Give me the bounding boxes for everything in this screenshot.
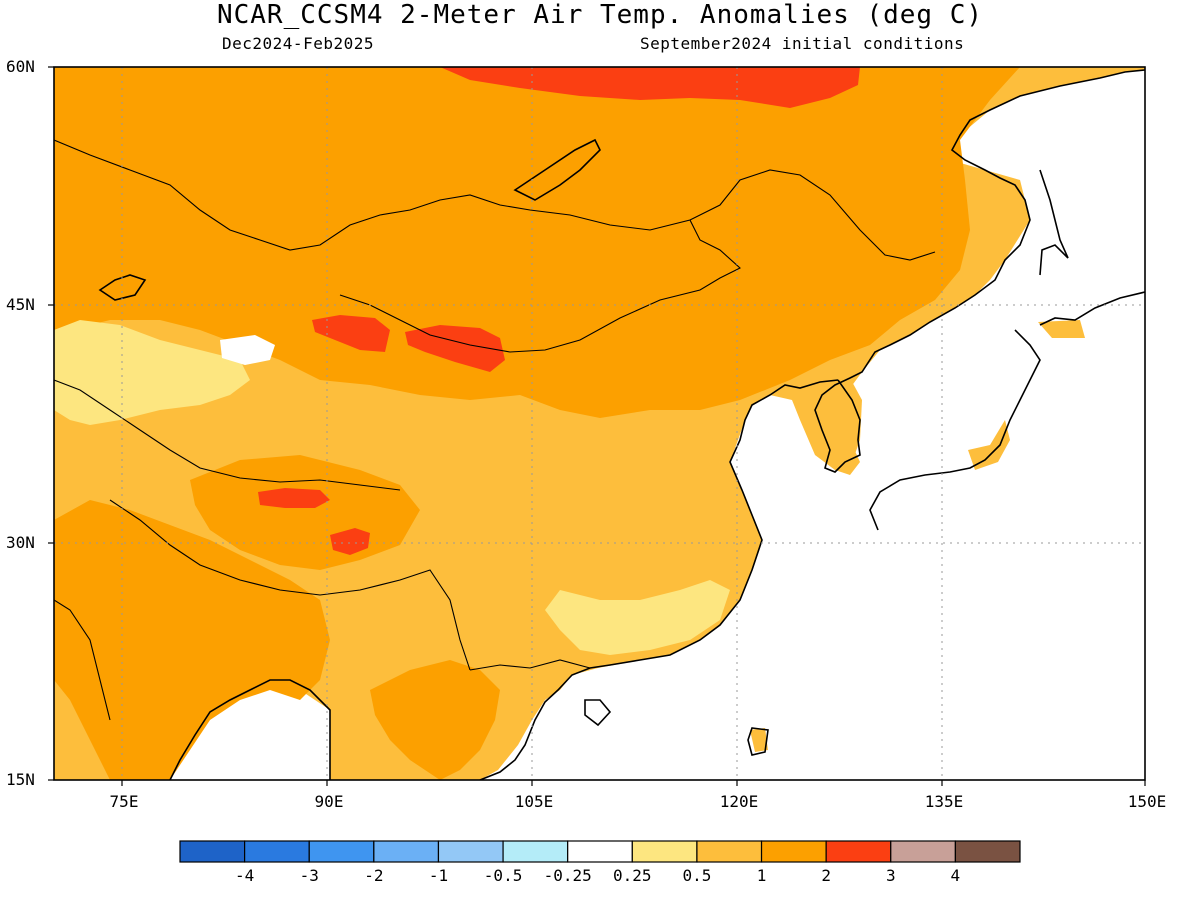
anomaly-zone-north [54, 67, 1020, 418]
land-taiwan [750, 728, 768, 752]
lon-label-135e: 135E [924, 792, 964, 811]
valid-period-label: Dec2024-Feb2025 [222, 34, 374, 53]
colorbar-swatch [502, 840, 569, 863]
colorbar-tick-label: -1 [428, 866, 449, 885]
colorbar-tick-label: 4 [950, 866, 961, 885]
colorbar-tick-label: -4 [234, 866, 255, 885]
colorbar-swatch [308, 840, 375, 863]
axis-ticks [48, 66, 1146, 786]
colorbar-swatch [696, 840, 763, 863]
map-layers [54, 67, 1145, 780]
colorbar-tick-label: 0.25 [613, 866, 652, 885]
hotspot-tibet-east [330, 528, 370, 555]
colorbar-swatch [244, 840, 310, 863]
lon-label-105e: 105E [514, 792, 554, 811]
land-japan-honshu [968, 420, 1010, 470]
colorbar-tick-label: 1 [756, 866, 767, 885]
land-japan-north [1038, 320, 1085, 338]
anomaly-zone-indochina [370, 660, 500, 780]
hotspot-tibet-west [258, 488, 330, 508]
coastlines [98, 69, 1145, 780]
colorbar-swatch [373, 840, 440, 863]
map-title: NCAR_CCSM4 2-Meter Air Temp. Anomalies (… [216, 0, 984, 30]
anomaly-zone-neutral [220, 335, 275, 365]
colorbar-swatch [760, 840, 827, 863]
lon-label-75e: 75E [109, 792, 139, 811]
lat-label-15n: 15N [6, 770, 35, 789]
colorbar-swatch [890, 840, 956, 863]
colorbar-swatch [631, 840, 698, 863]
hotspot-altai-east [405, 325, 505, 372]
anomaly-zone-southeast [545, 580, 730, 655]
colorbar-swatch [567, 840, 633, 863]
country-borders [54, 139, 936, 721]
lat-label-30n: 30N [6, 533, 35, 552]
colorbar-tick-label: 2 [821, 866, 831, 885]
anomaly-zone-kazakhstan [54, 320, 250, 425]
land-korea [820, 378, 862, 470]
colorbar [179, 840, 1021, 863]
colorbar-tick-label: 0.5 [682, 866, 712, 885]
lat-label-60n: 60N [6, 57, 35, 76]
lon-label-90e: 90E [314, 792, 344, 811]
anomaly-zone-india [54, 500, 330, 780]
hotspot-altai-west [312, 315, 390, 352]
colorbar-tick-label: -3 [299, 866, 319, 885]
lon-label-150e: 150E [1127, 792, 1167, 811]
anomaly-zone-tibet [100, 360, 720, 520]
colorbar-swatch [179, 840, 246, 863]
colorbar-tick-label: -0.5 [483, 866, 523, 885]
initial-conditions-label: September2024 initial conditions [640, 34, 965, 53]
colorbar-tick-label: -0.25 [543, 866, 592, 885]
colorbar-swatch [825, 840, 892, 863]
map-frame [53, 66, 1146, 781]
colorbar-swatch [954, 840, 1021, 863]
lat-label-45n: 45N [6, 295, 35, 314]
colorbar-swatch [437, 840, 504, 863]
colorbar-tick-label: 3 [885, 866, 896, 885]
lon-label-120e: 120E [719, 792, 759, 811]
hotspot-arctic [440, 67, 860, 108]
colorbar-tick-label: -2 [364, 866, 384, 885]
